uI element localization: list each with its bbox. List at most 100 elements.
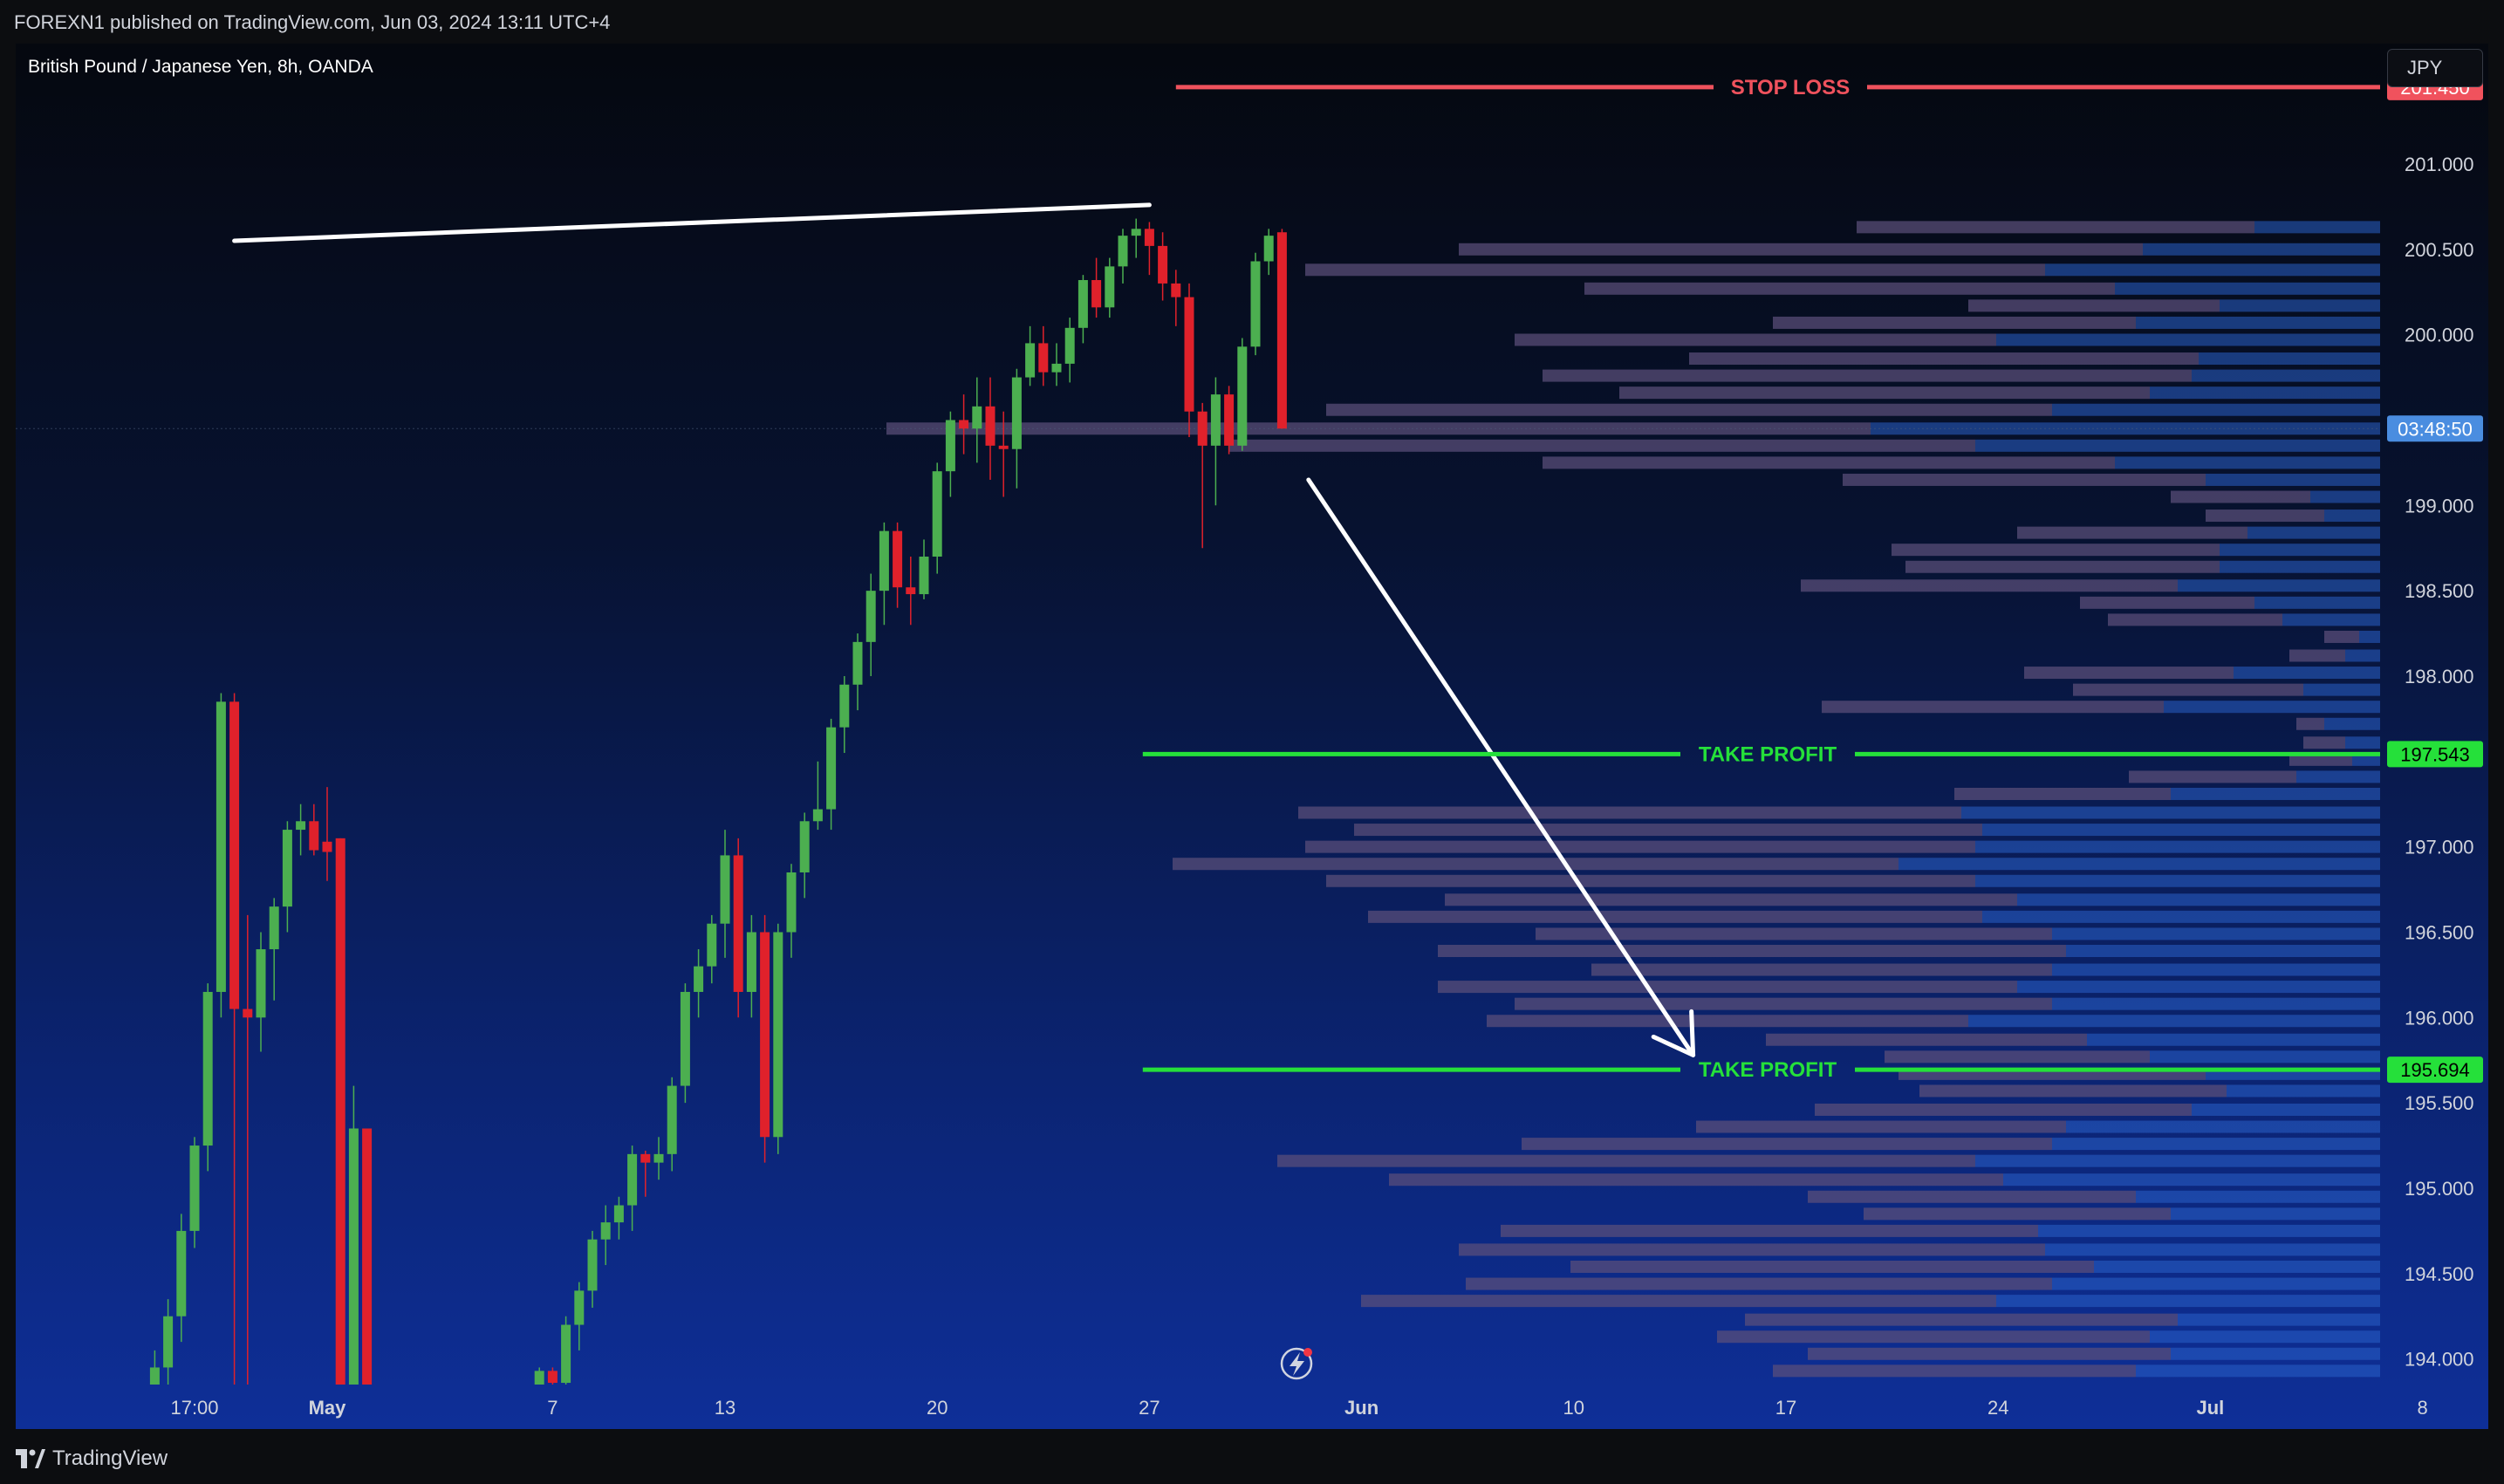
volume-profile-bar bbox=[1808, 1190, 2136, 1203]
volume-profile-up-bar bbox=[1996, 1295, 2380, 1308]
volume-profile-bar bbox=[1515, 333, 1996, 346]
y-tick-label: 198.000 bbox=[2405, 666, 2474, 687]
x-tick-label: May bbox=[309, 1397, 347, 1419]
candle-body bbox=[972, 406, 982, 429]
volume-profile-up-bar bbox=[2017, 893, 2380, 906]
candle-body bbox=[1091, 280, 1102, 308]
volume-profile-up-bar bbox=[2052, 927, 2380, 940]
y-tick-label: 196.000 bbox=[2405, 1007, 2474, 1029]
volume-profile-bar bbox=[1619, 386, 2150, 400]
volume-profile-bar bbox=[1717, 1330, 2150, 1344]
volume-profile-up-bar bbox=[2310, 490, 2380, 503]
volume-profile-up-bar bbox=[2052, 1138, 2380, 1151]
volume-profile-up-bar bbox=[2234, 667, 2380, 680]
instrument-title: British Pound / Japanese Yen, 8h, OANDA bbox=[28, 57, 373, 77]
candle-body bbox=[600, 1222, 611, 1240]
volume-profile-up-bar bbox=[2066, 1120, 2380, 1133]
candle-body bbox=[1171, 283, 1181, 297]
volume-profile-bar bbox=[1892, 544, 2220, 557]
x-tick-label: 17:00 bbox=[170, 1397, 218, 1419]
tradingview-logo[interactable]: TradingView bbox=[16, 1446, 168, 1471]
volume-profile-up-bar bbox=[2052, 1277, 2380, 1290]
drawings: STOP LOSS TAKE PROFIT TAKE PROFIT bbox=[232, 76, 2380, 1082]
candle-body bbox=[534, 1371, 544, 1385]
volume-profile-bar bbox=[1459, 1243, 2045, 1256]
volume-profile-up-bar bbox=[2171, 1347, 2380, 1360]
candle-body bbox=[733, 855, 743, 992]
candle-body bbox=[149, 1367, 160, 1385]
volume-profile-up-bar bbox=[2324, 509, 2380, 523]
volume-profile-bar bbox=[1305, 840, 1975, 853]
y-tick-label: 200.000 bbox=[2405, 325, 2474, 346]
volume-profile-bar bbox=[1591, 963, 2052, 976]
volume-profile-up-bar bbox=[2136, 1190, 2380, 1203]
trendline bbox=[232, 202, 1152, 243]
candle-body bbox=[919, 557, 929, 595]
candle-body bbox=[653, 1153, 664, 1163]
price-badge-value: 195.694 bbox=[2400, 1059, 2470, 1081]
y-tick-label: 195.000 bbox=[2405, 1178, 2474, 1200]
take-profit-label: TAKE PROFIT bbox=[1699, 1058, 1837, 1082]
candle-body bbox=[322, 841, 332, 852]
candle-body bbox=[296, 821, 306, 831]
volume-profile-bar bbox=[1543, 456, 2115, 469]
volume-profile-up-bar bbox=[2178, 1313, 2380, 1326]
candle-body bbox=[202, 991, 213, 1146]
y-tick-label: 196.500 bbox=[2405, 921, 2474, 943]
candle-body bbox=[1118, 236, 1128, 267]
volume-profile-bar bbox=[1801, 579, 2178, 592]
volume-profile-bar bbox=[2073, 683, 2303, 696]
volume-profile-up-bar bbox=[2017, 981, 2380, 994]
stop-loss-label: STOP LOSS bbox=[1731, 76, 1851, 99]
volume-profile-bar bbox=[1773, 1364, 2136, 1378]
volume-profile-up-bar bbox=[2150, 1050, 2380, 1063]
currency-button[interactable]: JPY bbox=[2387, 49, 2483, 87]
candle-body bbox=[667, 1085, 677, 1154]
volume-profile-up-bar bbox=[1871, 422, 2380, 435]
volume-profile-up-bar bbox=[2045, 1243, 2380, 1256]
candle-body bbox=[1144, 229, 1154, 246]
y-tick-label: 200.500 bbox=[2405, 239, 2474, 261]
volume-profile-up-bar bbox=[2199, 352, 2380, 366]
volume-profile-bar bbox=[2017, 526, 2247, 539]
candle-body bbox=[1038, 343, 1049, 373]
volume-profile-bar bbox=[1766, 1033, 2087, 1046]
volume-profile-bar bbox=[1536, 927, 2052, 940]
x-tick-label: 8 bbox=[2417, 1397, 2427, 1419]
volume-profile-bar bbox=[2206, 509, 2324, 523]
volume-profile-up-bar bbox=[2150, 1330, 2380, 1344]
y-tick-label: 194.500 bbox=[2405, 1263, 2474, 1285]
y-tick-label: 198.500 bbox=[2405, 580, 2474, 602]
candle-body bbox=[1011, 377, 1022, 449]
volume-profile-bar bbox=[1570, 1260, 2094, 1273]
candle-body bbox=[812, 809, 823, 822]
volume-profile-up-bar bbox=[2206, 473, 2380, 486]
volume-profile-up-bar bbox=[2171, 1207, 2380, 1221]
volume-profile-up-bar bbox=[2247, 526, 2380, 539]
volume-profile-bar bbox=[1689, 352, 2199, 366]
price-badge-value: 197.543 bbox=[2400, 743, 2470, 765]
countdown-badge bbox=[2387, 415, 2483, 442]
volume-profile-up-bar bbox=[2192, 369, 2380, 382]
footer: TradingView bbox=[0, 1429, 2504, 1484]
replay-icon[interactable] bbox=[1280, 1347, 1313, 1380]
volume-profile-bar bbox=[1522, 1138, 2052, 1151]
volume-profile-up-bar bbox=[2220, 560, 2380, 573]
candle-body bbox=[627, 1153, 638, 1206]
volume-profile-up-bar bbox=[2254, 221, 2380, 234]
chart-area[interactable]: STOP LOSS TAKE PROFIT TAKE PROFIT 201.450 1… bbox=[16, 44, 2488, 1429]
candle-body bbox=[760, 932, 770, 1138]
volume-profile-up-bar bbox=[2052, 963, 2380, 976]
volume-profile-up-bar bbox=[1975, 840, 2380, 853]
volume-profile-bar bbox=[1354, 824, 1982, 837]
candle-body bbox=[1263, 236, 1274, 262]
volume-profile-bar bbox=[1696, 1120, 2066, 1133]
volume-profile-up-bar bbox=[2143, 243, 2380, 256]
volume-profile-bar bbox=[1445, 893, 2017, 906]
publish-header: FOREXN1 published on TradingView.com, Ju… bbox=[0, 0, 2504, 45]
candle-body bbox=[561, 1324, 571, 1384]
volume-profile-bar bbox=[1277, 1154, 1975, 1167]
x-tick-label: 20 bbox=[927, 1397, 948, 1419]
volume-profile-bar bbox=[1305, 263, 2045, 277]
